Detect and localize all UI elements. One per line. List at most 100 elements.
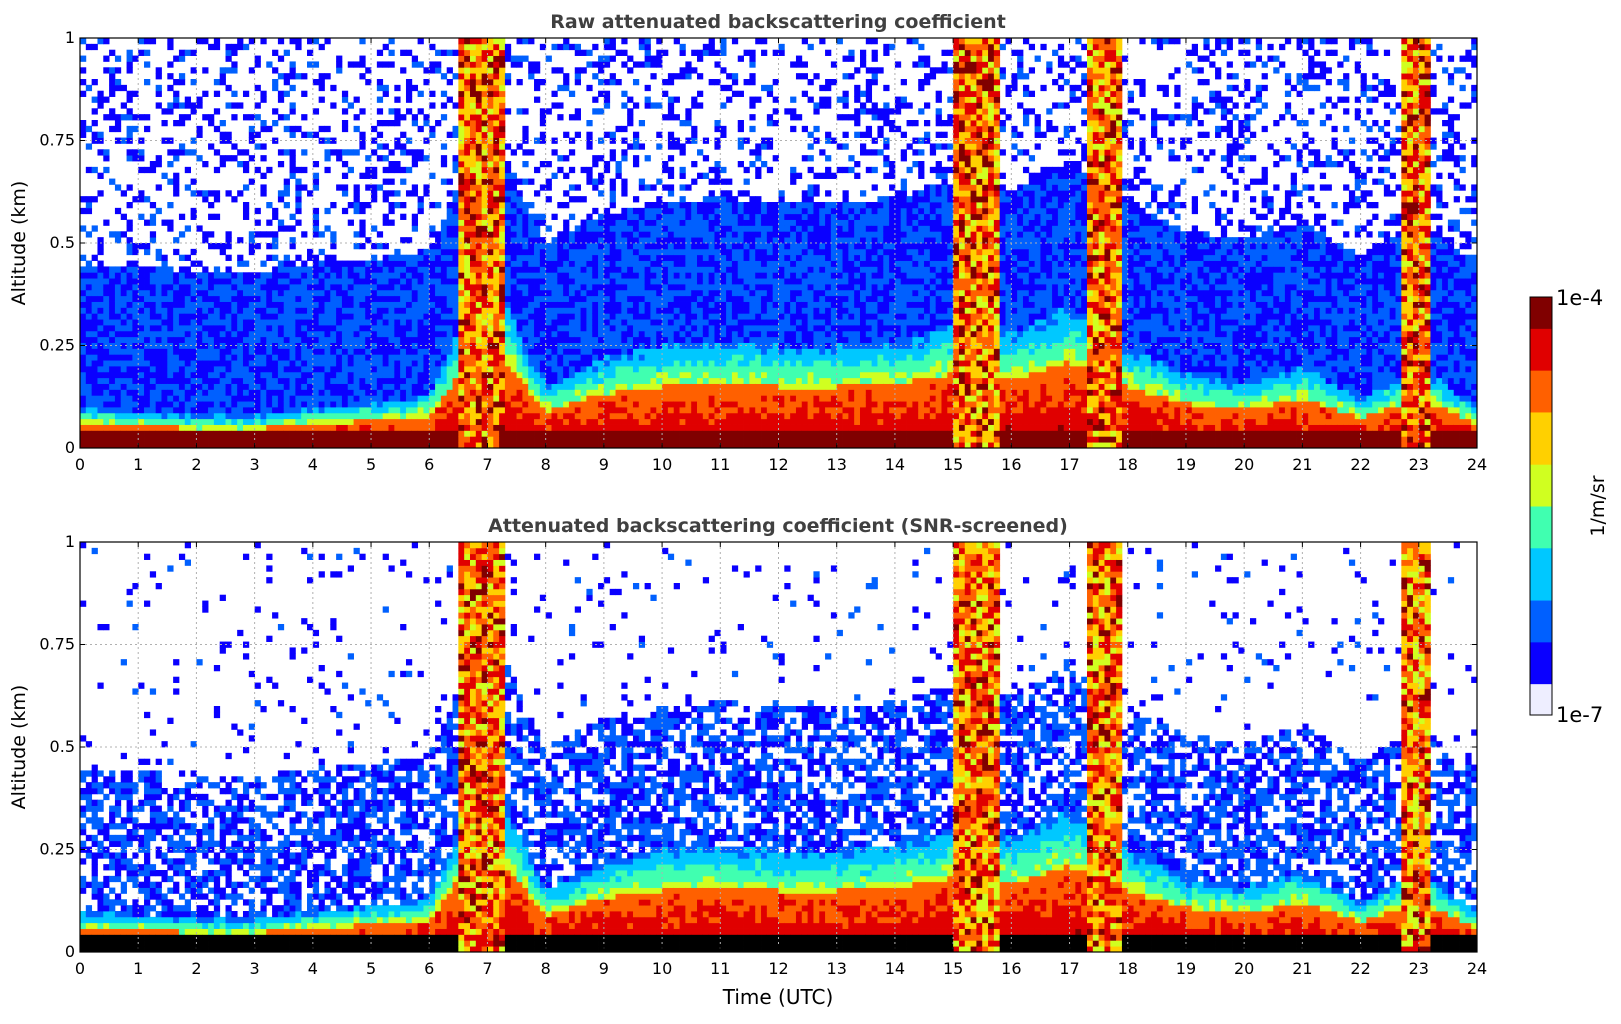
- heatmap-cell: [656, 389, 663, 396]
- heatmap-cell: [394, 266, 401, 273]
- heatmap-cell: [289, 436, 296, 443]
- heatmap-cell: [312, 424, 320, 431]
- heatmap-cell: [400, 401, 407, 408]
- heatmap-cell: [539, 301, 547, 308]
- heatmap-cell: [219, 348, 226, 355]
- heatmap-cell: [307, 383, 314, 390]
- heatmap-cell: [510, 301, 517, 308]
- heatmap-cell: [109, 289, 116, 297]
- heatmap-cell: [301, 131, 308, 138]
- heatmap-cell: [347, 348, 354, 355]
- heatmap-cell: [138, 401, 145, 408]
- heatmap-cell: [388, 219, 395, 226]
- heatmap-cell: [400, 371, 407, 379]
- heatmap-cell: [621, 90, 628, 97]
- heatmap-cell: [318, 43, 325, 51]
- heatmap-cell: [80, 55, 87, 62]
- heatmap-cell: [586, 307, 593, 314]
- heatmap-cell: [312, 366, 320, 373]
- heatmap-cell: [155, 342, 162, 349]
- heatmap-cell: [470, 336, 477, 343]
- heatmap-cell: [499, 371, 506, 379]
- heatmap-cell: [446, 237, 453, 244]
- heatmap-cell: [231, 102, 238, 109]
- heatmap-cell: [452, 377, 459, 384]
- heatmap-cell: [563, 313, 570, 320]
- heatmap-cell: [429, 389, 436, 396]
- heatmap-cell: [667, 166, 675, 174]
- heatmap-cell: [353, 330, 360, 338]
- heatmap-cell: [178, 383, 186, 390]
- heatmap-cell: [114, 207, 122, 215]
- heatmap-cell: [388, 436, 395, 443]
- heatmap-cell: [260, 442, 267, 448]
- heatmap-cell: [231, 61, 238, 68]
- heatmap-cell: [685, 61, 692, 68]
- heatmap-cell: [161, 260, 168, 267]
- heatmap-cell: [516, 38, 523, 45]
- heatmap-cell: [80, 295, 87, 302]
- heatmap-cell: [266, 219, 273, 226]
- heatmap-cell: [359, 430, 366, 437]
- heatmap-cell: [330, 418, 337, 425]
- heatmap-cell: [126, 325, 133, 332]
- heatmap-cell: [231, 366, 238, 373]
- heatmap-cell: [458, 155, 465, 162]
- heatmap-cell: [487, 79, 494, 86]
- heatmap-cell: [173, 155, 180, 162]
- heatmap-cell: [539, 407, 547, 414]
- heatmap-cell: [440, 49, 448, 56]
- heatmap-cell: [650, 289, 657, 297]
- heatmap-cell: [586, 436, 593, 443]
- heatmap-cell: [534, 313, 541, 320]
- heatmap-cell: [248, 178, 256, 185]
- heatmap-cell: [516, 430, 523, 437]
- heatmap-cell: [376, 307, 384, 314]
- heatmap-cell: [644, 371, 651, 379]
- heatmap-cell: [149, 325, 157, 332]
- heatmap-cell: [435, 430, 442, 437]
- heatmap-cell: [405, 108, 413, 115]
- heatmap-cell: [318, 366, 325, 373]
- heatmap-cell: [126, 442, 133, 448]
- heatmap-cell: [371, 266, 378, 273]
- heatmap-cell: [376, 389, 384, 396]
- heatmap-cell: [248, 424, 256, 431]
- heatmap-cell: [219, 131, 226, 138]
- heatmap-cell: [545, 342, 552, 349]
- heatmap-cell: [609, 38, 616, 45]
- heatmap-cell: [178, 149, 186, 156]
- heatmap-cell: [435, 289, 442, 297]
- heatmap-cell: [470, 207, 477, 215]
- heatmap-cell: [371, 307, 378, 314]
- heatmap-cell: [522, 202, 529, 209]
- heatmap-cell: [411, 442, 419, 448]
- heatmap-cell: [382, 289, 389, 297]
- heatmap-cell: [656, 436, 663, 443]
- heatmap-cell: [347, 202, 354, 209]
- heatmap-cell: [295, 377, 302, 384]
- heatmap-cell: [312, 436, 320, 443]
- heatmap-cell: [202, 90, 209, 97]
- heatmap-cell: [609, 301, 616, 308]
- heatmap-cell: [464, 102, 471, 109]
- heatmap-cell: [266, 360, 273, 367]
- heatmap-cell: [627, 143, 634, 150]
- heatmap-cell: [330, 442, 337, 448]
- heatmap-cell: [161, 289, 168, 297]
- heatmap-cell: [435, 231, 442, 238]
- heatmap-cell: [539, 412, 547, 420]
- heatmap-cell: [697, 442, 704, 448]
- heatmap-cell: [592, 284, 599, 291]
- heatmap-cell: [213, 330, 221, 338]
- heatmap-cell: [219, 354, 226, 361]
- heatmap-cell: [615, 436, 622, 443]
- heatmap-cell: [493, 114, 500, 121]
- heatmap-cell: [580, 67, 587, 74]
- heatmap-cell: [609, 266, 616, 273]
- heatmap-cell: [388, 289, 395, 297]
- heatmap-cell: [213, 90, 221, 97]
- heatmap-cell: [289, 412, 296, 420]
- heatmap-cell: [411, 377, 419, 384]
- heatmap-cell: [242, 278, 250, 285]
